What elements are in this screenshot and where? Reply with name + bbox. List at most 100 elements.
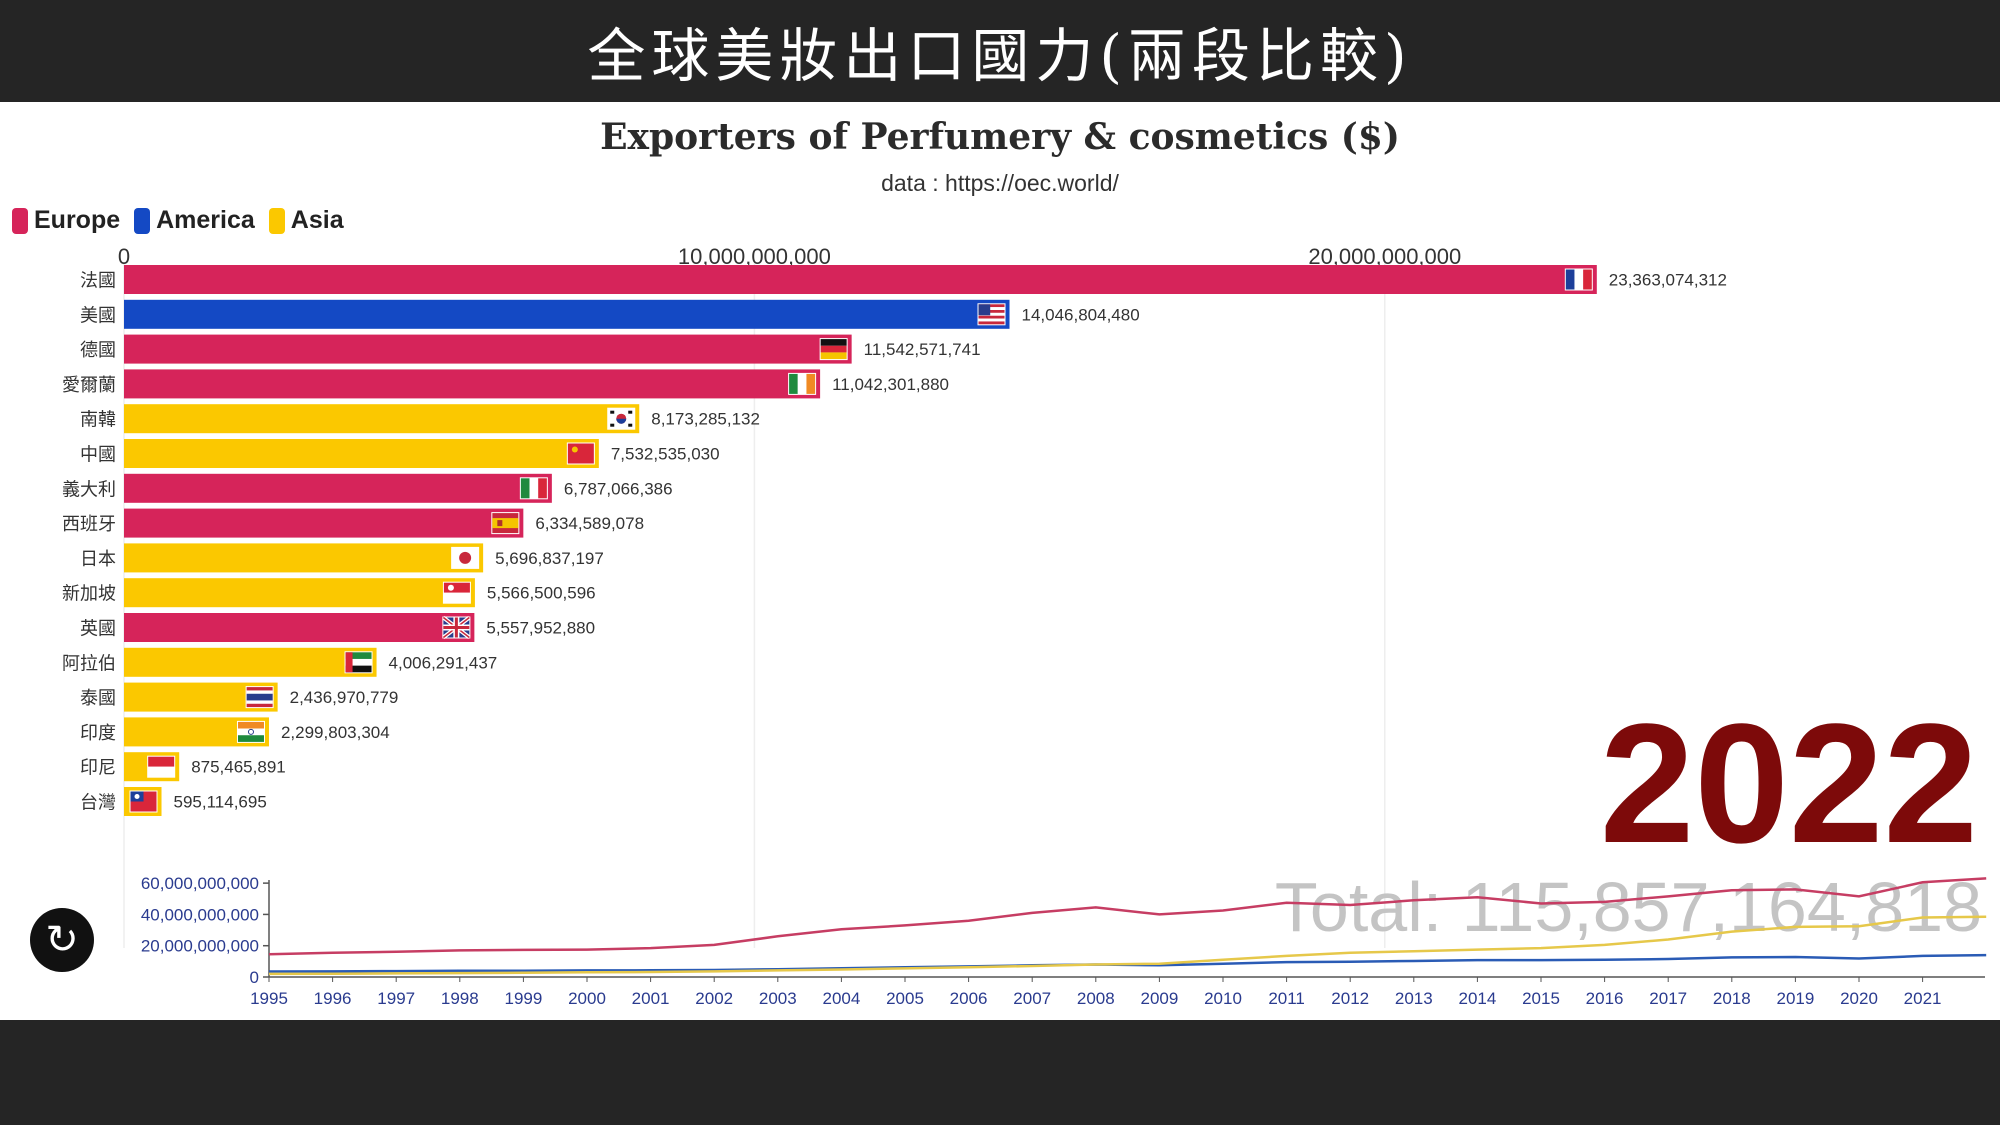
legend-item-asia[interactable]: Asia [268, 206, 344, 235]
bar-value-label: 5,566,500,596 [487, 584, 596, 603]
y-tick-label: 60,000,000,000 [141, 874, 259, 893]
flag-icon [491, 512, 520, 535]
x-tick-label: 2021 [1904, 989, 1942, 1008]
series-line-asia [268, 915, 1987, 976]
bar [124, 265, 1597, 294]
bar [124, 369, 821, 399]
total-label: Total: 115,857,164,818 [1275, 868, 1982, 946]
x-tick-label: 2008 [1077, 989, 1115, 1008]
bar-category-label: 新加坡 [62, 584, 116, 604]
x-tick-label: 2012 [1331, 989, 1369, 1008]
bar-value-label: 11,542,571,741 [864, 340, 981, 359]
x-tick-label: 2000 [568, 989, 606, 1008]
flag-icon [129, 790, 158, 813]
x-tick-label: 2006 [950, 989, 988, 1008]
bar [124, 439, 599, 468]
bar-category-label: 泰國 [80, 688, 116, 708]
year-label: 2022 [1600, 689, 1978, 879]
bar-value-label: 5,696,837,197 [495, 549, 604, 568]
bar-value-label: 2,436,970,779 [290, 688, 399, 707]
bar-value-label: 14,046,804,480 [1022, 305, 1140, 324]
bar [124, 647, 377, 677]
bar-category-label: 美國 [80, 305, 116, 325]
bar-category-label: 英國 [80, 619, 116, 639]
bar-category-label: 西班牙 [62, 514, 116, 534]
line-chart: 0 20,000,000,000 40,000,000,000 60,000,000,… [141, 874, 1987, 1008]
flag-icon [147, 755, 176, 778]
bar-category-label: 阿拉伯 [62, 653, 116, 673]
x-tick-label: 10,000,000,000 [678, 244, 831, 269]
legend-swatch-europe [12, 207, 28, 234]
replay-icon: ↻ [45, 917, 79, 963]
bar-category-label: 法國 [80, 271, 116, 291]
bar-category-label: 台灣 [80, 793, 116, 813]
x-tick-label: 2003 [759, 989, 797, 1008]
flag-icon [566, 442, 595, 465]
x-tick-label: 0 [118, 244, 130, 269]
bar [124, 508, 524, 538]
legend-label-america: America [156, 206, 255, 234]
x-tick-label: 2007 [1013, 989, 1051, 1008]
flag-icon [788, 372, 817, 395]
x-tick-label: 1999 [504, 989, 542, 1008]
legend-item-america[interactable]: America [134, 206, 255, 235]
x-tick-label: 2004 [822, 989, 860, 1008]
bar-category-label: 南韓 [80, 410, 116, 430]
legend: Europe America Asia [12, 206, 344, 235]
legend-swatch-asia [268, 207, 285, 234]
bar-category-label: 義大利 [62, 479, 116, 499]
flag-icon [977, 303, 1006, 326]
legend-label-europe: Europe [34, 206, 121, 234]
flag-icon [519, 477, 548, 500]
x-tick-label: 2017 [1649, 989, 1687, 1008]
bar-value-label: 23,363,074,312 [1609, 271, 1727, 290]
x-tick-label: 1997 [377, 989, 415, 1008]
top-banner: 全球美妝出口國力(兩段比較) [0, 0, 2000, 102]
bar-value-label: 7,532,535,030 [611, 445, 720, 464]
bar-category-label: 日本 [80, 549, 116, 569]
bar [124, 334, 852, 364]
x-tick-label: 1998 [441, 989, 479, 1008]
bar [124, 404, 640, 434]
bar [124, 473, 552, 503]
x-tick-label: 2011 [1268, 989, 1305, 1008]
bar-value-label: 11,042,301,880 [832, 375, 949, 394]
x-tick-label: 2005 [886, 989, 924, 1008]
banner-title: 全球美妝出口國力(兩段比較) [587, 22, 1413, 90]
flag-icon [344, 651, 373, 674]
bar-category-label: 愛爾蘭 [62, 375, 116, 395]
legend-label-asia: Asia [290, 206, 344, 234]
bar-value-label: 4,006,291,437 [389, 653, 498, 672]
chart-title: Exporters of Perfumery & cosmetics ($) [600, 116, 1400, 158]
bar-category-label: 德國 [80, 340, 116, 360]
flag-icon [607, 407, 636, 430]
x-tick-label: 2020 [1840, 989, 1878, 1008]
flag-icon [442, 581, 471, 604]
bar-value-label: 2,299,803,304 [281, 723, 390, 742]
legend-item-europe[interactable]: Europe [12, 206, 120, 235]
x-tick-label: 2016 [1586, 989, 1624, 1008]
bar [124, 578, 475, 608]
x-tick-label: 2013 [1395, 989, 1433, 1008]
bar-chart: 0 10,000,000,000 20,000,000,000 法國 23,363,07… [62, 244, 1982, 948]
replay-button[interactable]: ↻ [30, 908, 94, 972]
y-tick-label: 0 [250, 968, 259, 987]
x-tick-label: 2014 [1458, 989, 1496, 1008]
bar-value-label: 6,334,589,078 [535, 514, 644, 533]
bar [124, 543, 484, 573]
bar-category-label: 印尼 [80, 758, 116, 778]
bar [124, 613, 475, 642]
x-tick-label: 2010 [1204, 989, 1242, 1008]
x-tick-label: 2015 [1522, 989, 1560, 1008]
x-tick-label: 2002 [695, 989, 733, 1008]
bottom-bar [0, 1020, 2000, 1125]
chart-panel: Exporters of Perfumery & cosmetics ($) d… [0, 102, 2000, 1020]
bar-category-label: 印度 [80, 723, 116, 743]
bar-category-label: 中國 [80, 445, 116, 465]
x-tick-label: 2001 [632, 989, 670, 1008]
flag-icon [236, 720, 265, 743]
bar-value-label: 5,557,952,880 [486, 619, 595, 638]
series-line-europe [268, 877, 1987, 956]
flag-icon [245, 686, 274, 709]
bar [124, 299, 1010, 329]
